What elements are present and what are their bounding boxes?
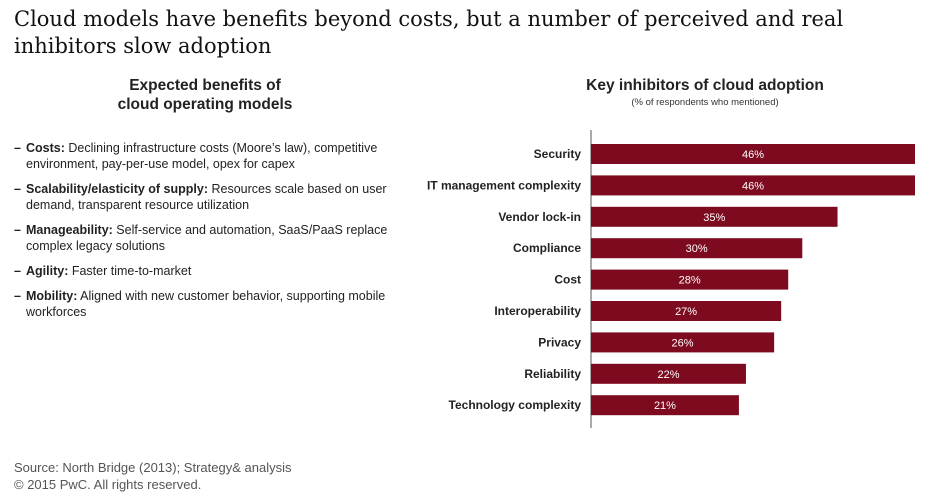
page-title: Cloud models have benefits beyond costs,…	[14, 7, 844, 58]
bar-vendor-lock-in	[591, 206, 838, 227]
category-label-reliability: Reliability	[524, 367, 581, 381]
benefit-term: Mobility:	[26, 289, 78, 303]
benefit-text: Resources scale based on user demand, tr…	[26, 182, 387, 212]
category-label-security: Security	[534, 147, 582, 161]
category-label-compliance: Compliance	[513, 241, 581, 255]
benefits-title-line-1: Expected benefits of	[129, 77, 281, 94]
benefit-text: Self-service and automation, SaaS/PaaS r…	[26, 223, 388, 253]
data-label-vendor-lock-in: 35%	[703, 212, 725, 224]
benefit-term: Costs:	[26, 141, 65, 155]
bar-cost	[591, 269, 789, 290]
data-label-security: 46%	[742, 149, 764, 161]
data-label-technology-complexity: 21%	[654, 400, 676, 412]
data-label-reliability: 22%	[657, 369, 679, 381]
bar-privacy	[591, 332, 775, 353]
benefits-title-line-2: cloud operating models	[117, 96, 293, 113]
category-label-cost: Cost	[554, 273, 581, 287]
benefit-text: Aligned with new customer behavior, supp…	[26, 289, 386, 319]
benefit-term: Manageability:	[26, 223, 113, 237]
benefit-term: Agility:	[26, 264, 69, 278]
benefit-text: Declining infrastructure costs (Moore’s …	[26, 141, 378, 171]
category-label-technology-complexity: Technology complexity	[449, 398, 582, 412]
category-label-vendor-lock-in: Vendor lock-in	[498, 210, 581, 224]
bar-compliance	[591, 238, 803, 259]
dash-bullet: –	[14, 182, 21, 196]
benefit-term: Scalability/elasticity of supply:	[26, 182, 209, 196]
category-label-privacy: Privacy	[538, 335, 581, 349]
dash-bullet: –	[14, 289, 21, 303]
benefits-title: Expected benefits of cloud operating mod…	[60, 76, 350, 114]
bar-technology-complexity	[591, 395, 739, 416]
data-label-privacy: 26%	[672, 337, 694, 349]
bar-interoperability	[591, 301, 782, 321]
bar-reliability	[591, 363, 746, 384]
benefit-item-manageability: – Manageability: Self-service and automat…	[14, 222, 394, 254]
benefit-item-agility: – Agility: Faster time-to-market	[14, 263, 394, 279]
data-label-interoperability: 27%	[675, 306, 697, 318]
benefit-item-costs: – Costs: Declining infrastructure costs (…	[14, 140, 394, 172]
dash-bullet: –	[14, 141, 21, 155]
data-label-cost: 28%	[679, 275, 701, 287]
copyright-note: © 2015 PwC. All rights reserved.	[14, 477, 202, 492]
data-label-compliance: 30%	[686, 243, 708, 255]
chart-subtitle: (% of respondents who mentioned)	[631, 97, 779, 108]
category-label-it-management-complexity: IT management complexity	[427, 178, 581, 192]
benefit-item-scalability: – Scalability/elasticity of supply: Resou…	[14, 181, 394, 213]
benefit-item-mobility: – Mobility: Aligned with new customer beh…	[14, 288, 394, 320]
benefit-text: Faster time-to-market	[68, 264, 192, 278]
category-label-interoperability: Interoperability	[494, 304, 581, 318]
benefits-list: – Costs: Declining infrastructure costs (…	[14, 140, 394, 329]
chart-title: Key inhibitors of cloud adoption	[586, 77, 824, 94]
inhibitors-bar-chart: Security 46% IT management complexity 46% Ve…	[427, 130, 915, 428]
bar-it-management-complexity	[591, 175, 915, 196]
source-note: Source: North Bridge (2013); Strategy& a…	[14, 460, 292, 475]
footer: Source: North Bridge (2013); Strategy& a…	[14, 459, 291, 493]
data-label-it-management-complexity: 46%	[742, 180, 764, 192]
dash-bullet: –	[14, 264, 21, 278]
bar-security	[591, 144, 915, 164]
dash-bullet: –	[14, 223, 21, 237]
